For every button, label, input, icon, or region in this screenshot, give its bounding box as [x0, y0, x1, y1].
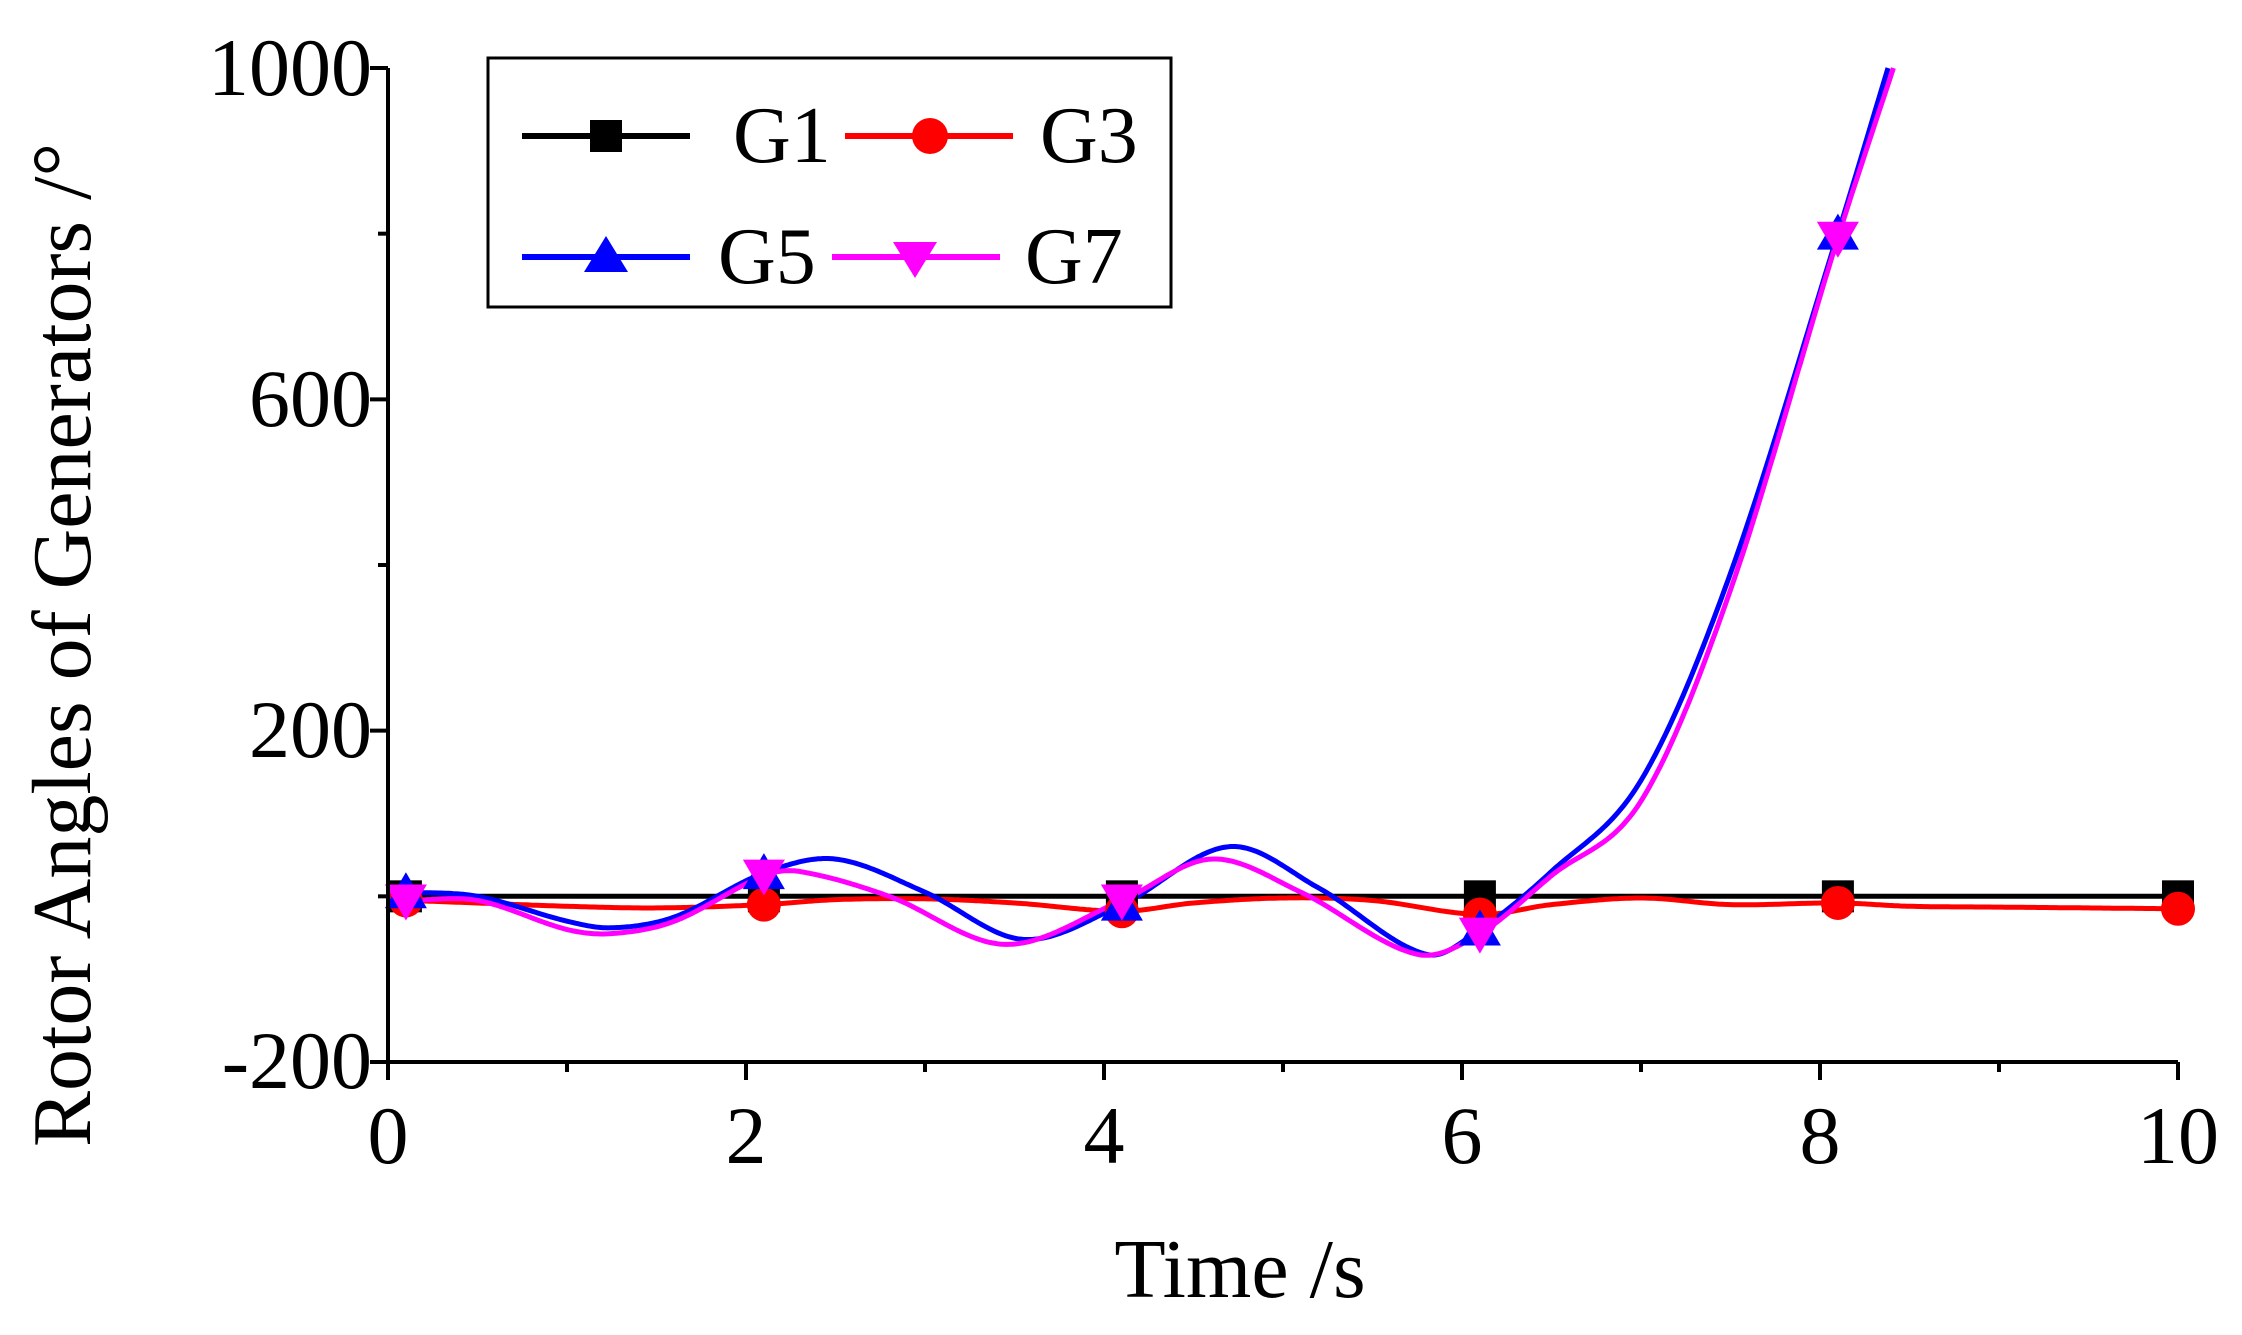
x-tick-label: 2 — [726, 1090, 767, 1181]
legend-label-g1: G1 — [733, 92, 831, 180]
legend-label-g7: G7 — [1025, 213, 1123, 301]
legend-marker-g5 — [584, 236, 628, 272]
data-marker-g7 — [1458, 917, 1501, 954]
y-axis-title: Rotor Angles of Generators /° — [16, 143, 109, 1147]
x-tick-label: 4 — [1084, 1090, 1125, 1181]
y-tick-label: 1000 — [208, 22, 372, 113]
series-line-g3 — [388, 895, 2179, 918]
data-marker-g7 — [1100, 884, 1143, 921]
series-line-g7 — [388, 67, 1896, 958]
legend: G1 G3 G5 G7 — [486, 56, 1173, 309]
legend-marker-g1 — [590, 120, 622, 152]
y-tick-labels: -200 200 600 1000 — [208, 22, 372, 1106]
series-line-g5 — [388, 67, 1891, 958]
x-tick-labels: 0 2 4 6 8 10 — [368, 1090, 2220, 1181]
x-tick-label: 8 — [1800, 1090, 1841, 1181]
x-tick-label: 10 — [2137, 1090, 2219, 1181]
data-marker-g3 — [2161, 891, 2195, 926]
legend-label-g3: G3 — [1040, 92, 1138, 180]
data-marker-g7 — [1816, 221, 1859, 258]
legend-marker-g3 — [912, 118, 948, 154]
legend-entry-g7: G7 — [832, 213, 1123, 301]
series-layer — [388, 67, 2179, 958]
data-marker-g7 — [384, 884, 427, 921]
data-marker-g3 — [1820, 885, 1855, 920]
y-tick-label: 200 — [249, 684, 372, 775]
legend-entry-g1: G1 — [522, 92, 831, 180]
marker-layer — [384, 213, 2195, 954]
legend-entry-g5: G5 — [522, 213, 816, 301]
tick-layer — [370, 66, 2180, 1080]
legend-entry-g3: G3 — [845, 92, 1138, 180]
x-tick-label: 0 — [368, 1090, 409, 1181]
x-axis-title: Time /s — [1114, 1223, 1365, 1316]
y-tick-label: 600 — [249, 353, 372, 444]
y-tick-label: -200 — [222, 1015, 372, 1106]
data-marker-g7 — [742, 859, 785, 896]
data-marker-g3 — [746, 887, 781, 922]
x-tick-label: 6 — [1442, 1090, 1483, 1181]
legend-marker-g7 — [893, 242, 937, 278]
legend-label-g5: G5 — [718, 213, 816, 301]
